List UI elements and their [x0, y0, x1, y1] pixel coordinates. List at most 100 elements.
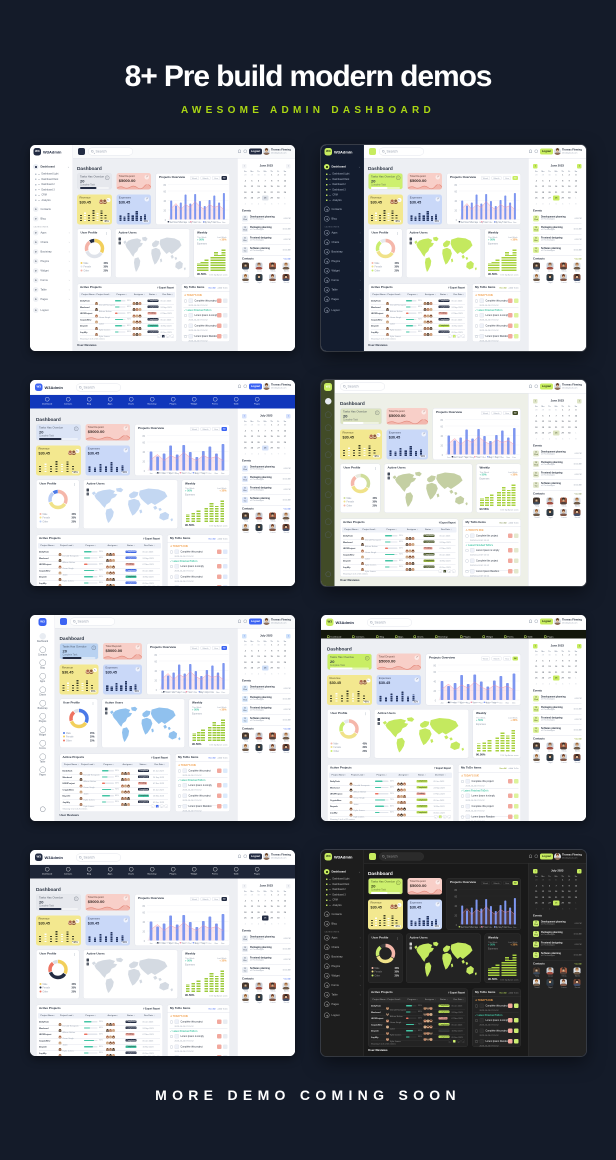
svg-text:Dec: Dec: [222, 692, 226, 694]
svg-text:Mar: Mar: [470, 927, 474, 929]
svg-text:40: 40: [454, 906, 457, 908]
svg-text:40: 40: [433, 682, 436, 684]
svg-text:Jun: Jun: [182, 473, 185, 475]
svg-text:Jul: Jul: [480, 703, 483, 705]
svg-text:Nov: Nov: [508, 222, 512, 224]
svg-text:Feb: Feb: [453, 457, 457, 459]
svg-text:Aug: Aug: [489, 456, 493, 459]
svg-text:Jun: Jun: [473, 703, 476, 705]
svg-text:80: 80: [454, 890, 457, 892]
svg-text:20: 20: [142, 462, 145, 464]
svg-text:Oct: Oct: [211, 691, 215, 694]
svg-text:Sep: Sep: [499, 927, 503, 929]
svg-text:Nov: Nov: [506, 703, 510, 705]
svg-text:Mar: Mar: [459, 457, 463, 459]
svg-text:Jul: Jul: [199, 222, 202, 224]
svg-text:0: 0: [456, 925, 458, 927]
svg-text:60: 60: [454, 897, 457, 899]
svg-text:80: 80: [142, 906, 145, 908]
svg-text:Dec: Dec: [512, 457, 516, 459]
svg-text:0: 0: [165, 220, 167, 222]
svg-text:Oct: Oct: [208, 942, 212, 945]
svg-text:Apr: Apr: [184, 221, 187, 224]
svg-text:60: 60: [163, 192, 166, 194]
svg-text:Oct: Oct: [504, 926, 508, 929]
svg-text:Jan: Jan: [447, 457, 450, 459]
svg-text:May: May: [183, 692, 187, 694]
svg-text:Jul: Jul: [189, 943, 192, 945]
svg-text:20: 20: [433, 691, 436, 693]
svg-text:May: May: [188, 222, 192, 224]
svg-text:May: May: [479, 222, 483, 224]
svg-text:May: May: [471, 457, 475, 459]
svg-text:Oct: Oct: [499, 702, 503, 705]
svg-text:Jun: Jun: [484, 927, 487, 929]
svg-text:Nov: Nov: [508, 927, 512, 929]
svg-text:60: 60: [454, 192, 457, 194]
svg-text:Feb: Feb: [156, 473, 160, 475]
svg-text:Feb: Feb: [156, 943, 160, 945]
svg-text:Dec: Dec: [512, 703, 516, 705]
svg-text:20: 20: [142, 932, 145, 934]
svg-text:Sep: Sep: [495, 457, 499, 459]
svg-text:Feb: Feb: [465, 927, 469, 929]
svg-text:Jul: Jul: [490, 222, 493, 224]
svg-text:Mar: Mar: [162, 473, 166, 475]
svg-text:Jan: Jan: [149, 943, 152, 945]
svg-text:Aug: Aug: [195, 472, 199, 475]
svg-text:Sep: Sep: [499, 222, 503, 224]
svg-text:Oct: Oct: [208, 472, 212, 475]
svg-text:60: 60: [433, 672, 436, 674]
svg-text:80: 80: [433, 666, 436, 668]
svg-text:Apr: Apr: [475, 221, 478, 224]
svg-text:Jan: Jan: [461, 222, 464, 224]
svg-text:0: 0: [144, 471, 146, 473]
svg-text:20: 20: [440, 446, 443, 448]
svg-text:Jul: Jul: [194, 692, 197, 694]
svg-text:Mar: Mar: [162, 943, 166, 945]
svg-text:Sep: Sep: [208, 222, 212, 224]
svg-text:Jun: Jun: [477, 457, 480, 459]
svg-text:Aug: Aug: [494, 926, 498, 929]
svg-text:Oct: Oct: [213, 221, 217, 224]
svg-text:Dec: Dec: [513, 222, 517, 224]
svg-text:Sep: Sep: [202, 473, 206, 475]
svg-text:40: 40: [154, 671, 157, 673]
svg-text:Jan: Jan: [440, 703, 443, 705]
svg-text:Sep: Sep: [205, 692, 209, 694]
svg-text:Jul: Jul: [189, 473, 192, 475]
svg-text:Apr: Apr: [178, 691, 181, 694]
svg-text:Nov: Nov: [215, 943, 219, 945]
svg-text:Jun: Jun: [182, 943, 185, 945]
svg-text:Apr: Apr: [460, 702, 463, 705]
svg-text:Jul: Jul: [483, 457, 486, 459]
svg-text:60: 60: [142, 913, 145, 915]
svg-text:40: 40: [142, 922, 145, 924]
svg-text:40: 40: [163, 201, 166, 203]
svg-text:40: 40: [454, 201, 457, 203]
svg-text:Jul: Jul: [490, 927, 493, 929]
svg-text:80: 80: [454, 185, 457, 187]
svg-text:Oct: Oct: [504, 221, 508, 224]
svg-text:0: 0: [156, 690, 158, 692]
svg-text:Aug: Aug: [195, 942, 199, 945]
svg-text:0: 0: [435, 701, 437, 703]
svg-text:Aug: Aug: [494, 221, 498, 224]
svg-text:Apr: Apr: [169, 942, 172, 945]
svg-text:Feb: Feb: [447, 703, 451, 705]
svg-text:Jun: Jun: [193, 222, 196, 224]
svg-text:Mar: Mar: [172, 692, 176, 694]
svg-text:80: 80: [440, 420, 443, 422]
svg-text:Dec: Dec: [513, 927, 517, 929]
svg-text:Nov: Nov: [216, 692, 220, 694]
svg-text:80: 80: [142, 436, 145, 438]
svg-text:40: 40: [440, 436, 443, 438]
svg-text:0: 0: [144, 941, 146, 943]
svg-text:Jan: Jan: [170, 222, 173, 224]
svg-text:0: 0: [442, 455, 444, 457]
svg-text:Apr: Apr: [475, 926, 478, 929]
svg-text:Aug: Aug: [200, 691, 204, 694]
svg-text:Jan: Jan: [149, 473, 152, 475]
svg-text:Mar: Mar: [470, 222, 474, 224]
svg-text:Aug: Aug: [486, 702, 490, 705]
